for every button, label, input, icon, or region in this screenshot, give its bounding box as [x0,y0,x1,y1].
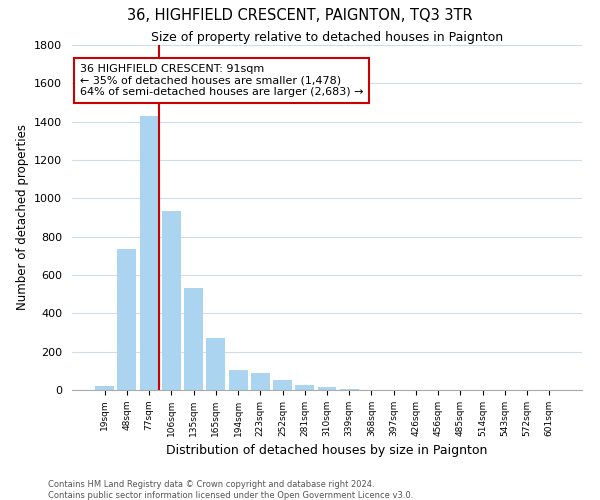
Text: 36, HIGHFIELD CRESCENT, PAIGNTON, TQ3 3TR: 36, HIGHFIELD CRESCENT, PAIGNTON, TQ3 3T… [127,8,473,22]
Y-axis label: Number of detached properties: Number of detached properties [16,124,29,310]
Text: Contains HM Land Registry data © Crown copyright and database right 2024.
Contai: Contains HM Land Registry data © Crown c… [48,480,413,500]
Bar [206,338,225,390]
Bar [340,389,359,390]
Bar [251,373,270,390]
Bar [95,386,114,390]
Text: 36 HIGHFIELD CRESCENT: 91sqm
← 35% of detached houses are smaller (1,478)
64% of: 36 HIGHFIELD CRESCENT: 91sqm ← 35% of de… [80,64,363,97]
Bar [295,384,314,390]
Bar [140,116,158,390]
Bar [162,211,181,390]
X-axis label: Distribution of detached houses by size in Paignton: Distribution of detached houses by size … [166,444,488,458]
Bar [118,249,136,390]
Title: Size of property relative to detached houses in Paignton: Size of property relative to detached ho… [151,31,503,44]
Bar [229,370,248,390]
Bar [273,380,292,390]
Bar [184,288,203,390]
Bar [317,387,337,390]
